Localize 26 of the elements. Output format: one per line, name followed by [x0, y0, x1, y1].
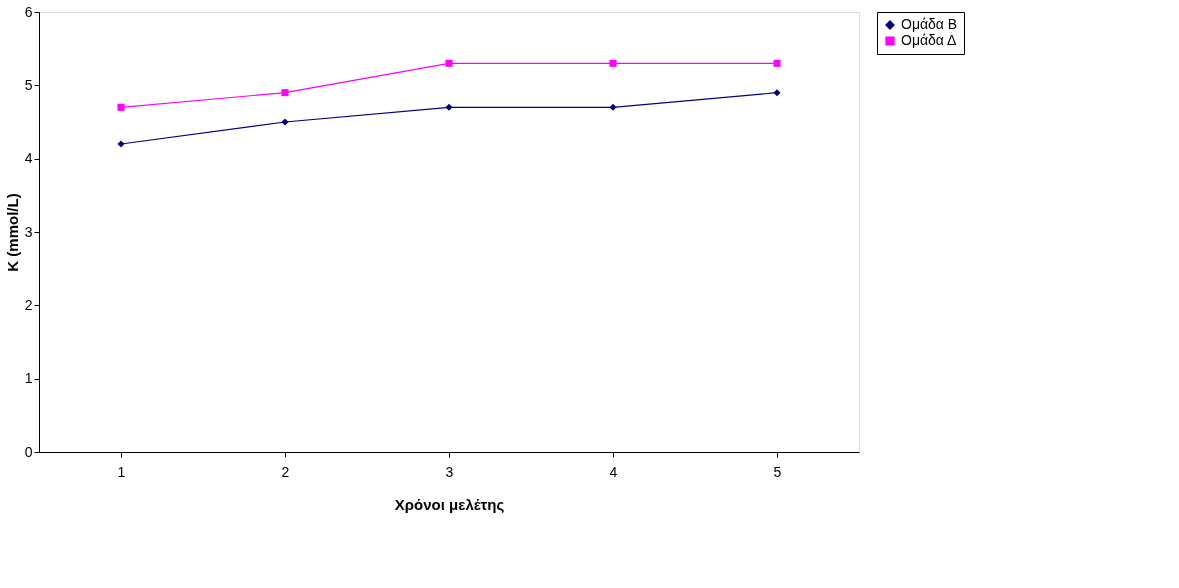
y-axis-title: K (mmol/L) [3, 193, 21, 272]
y-tick-label: 0 [24, 443, 33, 460]
y-tick-label: 6 [24, 3, 33, 20]
y-tick-label: 4 [24, 150, 33, 167]
x-tick-label: 2 [281, 463, 290, 480]
y-tick-label: 5 [24, 76, 33, 93]
y-tick-label: 1 [24, 370, 33, 387]
legend-label: Ομάδα Δ [901, 32, 957, 48]
x-tick-label: 3 [445, 463, 454, 480]
point [117, 103, 125, 111]
point [281, 89, 289, 97]
x-axis-title: Χρόνοι μελέτης [394, 495, 505, 513]
x-tick-label: 5 [773, 463, 782, 480]
point [445, 59, 453, 67]
y-tick-label: 2 [24, 296, 33, 313]
point [445, 103, 453, 111]
legend-label: Ομάδα Β [901, 16, 958, 32]
x-tick-label: 4 [609, 463, 618, 480]
y-tick-label: 3 [24, 223, 33, 240]
x-tick-label: 1 [117, 463, 126, 480]
point [773, 89, 781, 97]
point [117, 140, 125, 148]
point [609, 59, 617, 67]
point [609, 103, 617, 111]
point [281, 118, 289, 126]
point [773, 59, 781, 67]
